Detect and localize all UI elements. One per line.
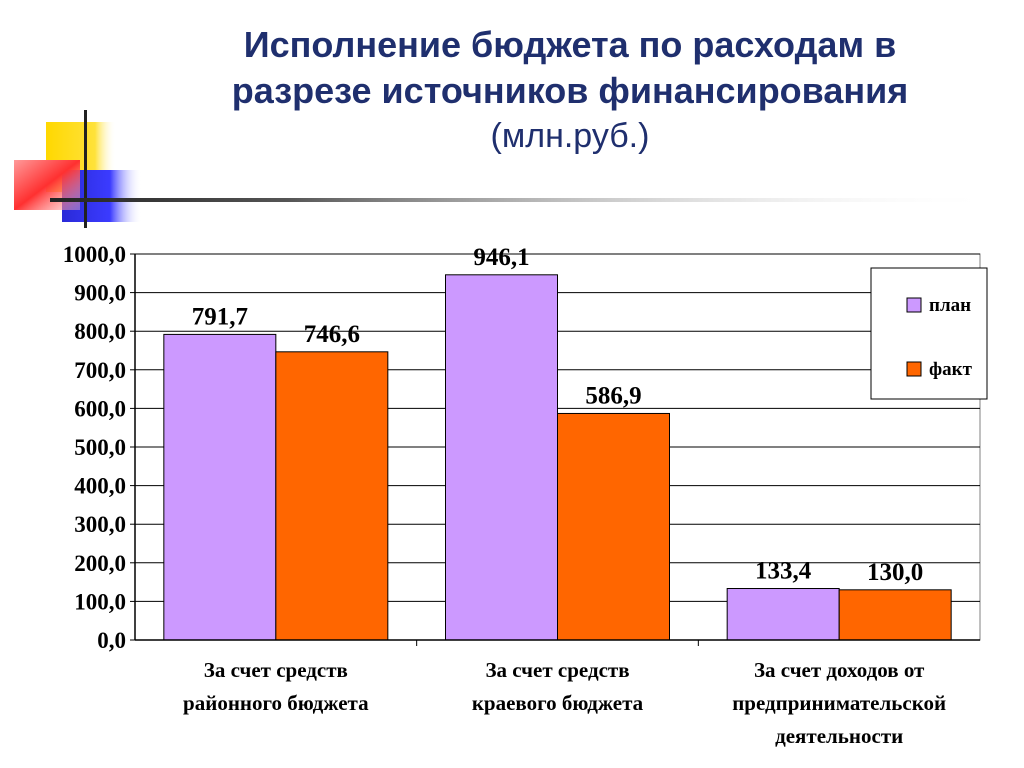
bars	[163, 274, 952, 641]
title-unit: (млн.руб.)	[490, 117, 650, 155]
y-tick-label: 400,0	[74, 474, 126, 499]
y-tick-label: 800,0	[74, 319, 126, 344]
title-line-2: разрезе источников финансирования	[231, 70, 909, 111]
bar-fact	[275, 351, 389, 641]
legend-swatch-fact	[906, 361, 922, 377]
data-labels: 791,7 746,6 946,1 586,9 133,4 130,0	[192, 244, 924, 586]
y-tick-label: 0,0	[97, 628, 126, 653]
data-label: 946,1	[473, 244, 529, 271]
legend-label-plan: план	[929, 295, 971, 316]
data-label: 133,4	[755, 558, 812, 585]
data-label: 746,6	[304, 321, 360, 348]
decorative-corner-graphic	[14, 110, 1000, 228]
axes: 0,0 100,0 200,0 300,0 400,0 500,0 600,0 700,0 80…	[63, 242, 980, 748]
y-tick-label: 300,0	[74, 512, 126, 537]
legend: план факт	[870, 267, 988, 400]
y-tick-label: 900,0	[74, 281, 126, 306]
y-tick-label: 1000,0	[63, 242, 126, 267]
category-label: деятельности	[775, 724, 903, 748]
legend-box	[870, 267, 988, 400]
category-label: районного бюджета	[183, 691, 369, 715]
y-tick-label: 100,0	[74, 589, 126, 614]
bar-plan	[163, 333, 277, 641]
bar-fact	[838, 589, 952, 641]
title-line-1: Исполнение бюджета по расходам в	[243, 24, 897, 65]
category-label: За счет средств	[485, 658, 629, 682]
category-label: предпринимательской	[732, 691, 946, 715]
data-label: 791,7	[192, 303, 248, 330]
slide-title: Исполнение бюджета по расходам в разрезе…	[150, 22, 990, 158]
y-tick-label: 600,0	[74, 396, 126, 421]
y-tick-label: 200,0	[74, 551, 126, 576]
category-label: За счет средств	[204, 658, 348, 682]
bar-plan	[445, 274, 558, 641]
bar-fact	[557, 412, 670, 641]
y-tick-label: 500,0	[74, 435, 126, 460]
legend-swatch-plan	[906, 297, 922, 313]
data-label: 586,9	[585, 382, 641, 409]
y-tick-label: 700,0	[74, 358, 126, 383]
category-label: краевого бюджета	[472, 691, 644, 715]
legend-label-fact: факт	[929, 359, 973, 380]
bar-plan	[726, 588, 840, 641]
category-label: За счет доходов от	[754, 658, 925, 682]
data-label: 130,0	[867, 559, 923, 586]
